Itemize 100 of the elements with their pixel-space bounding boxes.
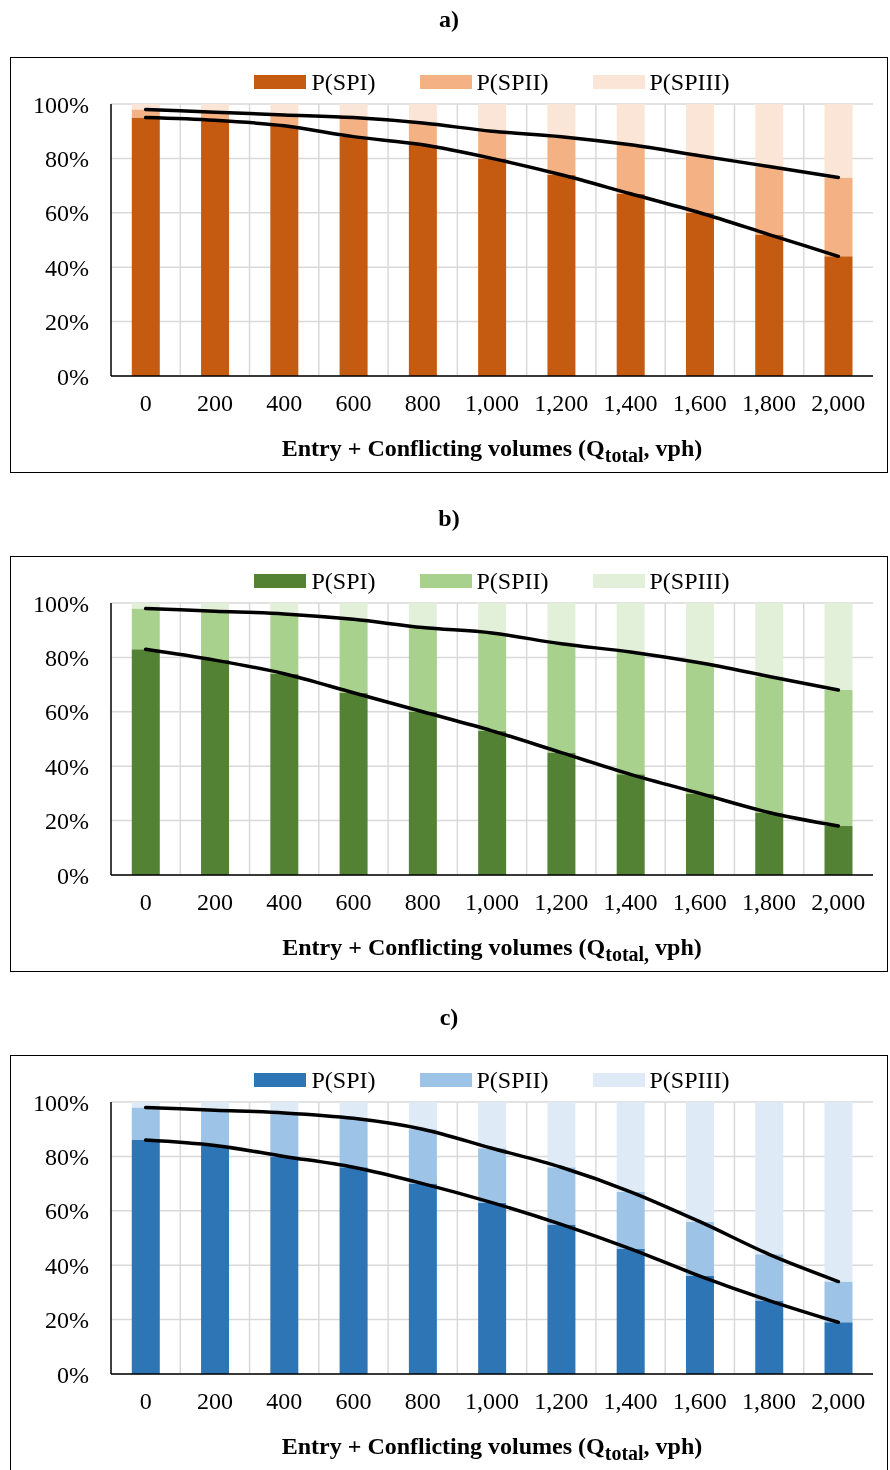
bar [824, 1281, 853, 1323]
x-tick-label: 1,200 [534, 889, 589, 916]
bar [131, 117, 160, 376]
bar [824, 1102, 853, 1282]
bar [755, 812, 784, 875]
bar [616, 193, 645, 376]
x-tick-label: 1,800 [742, 1388, 797, 1415]
y-tick-label: 100% [33, 590, 89, 617]
bar [478, 603, 507, 633]
x-tick-label: 800 [404, 1388, 441, 1415]
chart-title: c) [438, 1004, 460, 1032]
bar [270, 125, 299, 376]
bar [408, 627, 437, 712]
chart-title: b) [437, 505, 461, 533]
y-tick-label: 60% [45, 1198, 89, 1225]
bar [685, 212, 714, 376]
bar [339, 619, 368, 693]
bar [478, 1202, 507, 1374]
x-tick-label: 0 [139, 889, 152, 916]
bar [755, 1300, 784, 1374]
bar [616, 603, 645, 652]
x-tick-label: 600 [335, 889, 372, 916]
bar [339, 1118, 368, 1168]
bar [616, 144, 645, 194]
x-tick-label: 1,400 [603, 889, 658, 916]
bar [408, 711, 437, 875]
bar [824, 603, 853, 691]
x-tick-label: 1,600 [672, 889, 727, 916]
bar [824, 177, 853, 257]
y-tick-label: 20% [45, 808, 89, 835]
x-tick-label: 1,200 [534, 390, 589, 417]
chart-title: a) [438, 6, 460, 34]
legend-label: P(SPI) [311, 567, 376, 595]
x-tick-label: 1,400 [603, 390, 658, 417]
x-tick-label: 1,000 [465, 390, 519, 417]
x-tick-label: 2,000 [811, 1388, 866, 1415]
x-tick-label: 200 [196, 889, 233, 916]
bar [201, 120, 230, 376]
bar [616, 651, 645, 775]
bar [616, 774, 645, 875]
legend-label: P(SPII) [476, 567, 549, 595]
bar [755, 1254, 784, 1301]
bar [824, 104, 853, 178]
bar [339, 1167, 368, 1374]
bar [824, 1322, 853, 1374]
bar [339, 603, 368, 620]
bar [755, 234, 784, 376]
y-tick-label: 80% [45, 1143, 89, 1170]
bar [616, 104, 645, 145]
bar [755, 1102, 784, 1255]
bar [616, 1191, 645, 1249]
legend-label: P(SPIII) [649, 1066, 730, 1094]
x-tick-label: 200 [196, 1388, 233, 1415]
bar [478, 1102, 507, 1149]
y-tick-label: 0% [57, 1361, 89, 1388]
bar [755, 166, 784, 235]
bar [755, 104, 784, 167]
x-tick-label: 200 [196, 390, 233, 417]
y-tick-label: 0% [57, 862, 89, 889]
bar [131, 649, 160, 875]
bar [270, 613, 299, 674]
y-tick-label: 60% [45, 200, 89, 227]
legend-label: P(SPIII) [649, 567, 730, 595]
bar [408, 144, 437, 376]
bar [547, 136, 576, 175]
bar [408, 1183, 437, 1374]
bar [685, 104, 714, 156]
bar [755, 603, 784, 677]
bar [685, 1102, 714, 1222]
bar [547, 752, 576, 875]
bar [339, 136, 368, 376]
bar [547, 104, 576, 137]
bar [339, 1102, 368, 1119]
bar [547, 1224, 576, 1374]
x-tick-label: 1,600 [672, 390, 727, 417]
bar [685, 1221, 714, 1277]
legend-label: P(SPIII) [649, 68, 730, 96]
x-tick-label: 1,000 [465, 1388, 519, 1415]
y-tick-label: 20% [45, 1307, 89, 1334]
bar [685, 662, 714, 794]
x-tick-label: 0 [139, 390, 152, 417]
bar [131, 1107, 160, 1141]
bar [685, 1276, 714, 1374]
x-tick-label: 1,200 [534, 1388, 589, 1415]
line-series [143, 107, 841, 180]
y-tick-label: 80% [45, 145, 89, 172]
bar [685, 603, 714, 663]
line-series [143, 115, 841, 259]
x-axis-title: Entry + Conflicting volumes (Q$_{total,}$ vph) [281, 934, 703, 967]
bar [201, 611, 230, 661]
legend-label: P(SPI) [311, 68, 376, 96]
y-tick-label: 40% [45, 254, 89, 281]
bar [547, 643, 576, 753]
y-tick-label: 40% [45, 1252, 89, 1279]
bar [616, 1248, 645, 1374]
line-series [143, 606, 841, 692]
y-tick-label: 60% [45, 699, 89, 726]
x-tick-label: 1,600 [672, 1388, 727, 1415]
x-tick-label: 1,800 [742, 889, 797, 916]
bar [408, 603, 437, 628]
